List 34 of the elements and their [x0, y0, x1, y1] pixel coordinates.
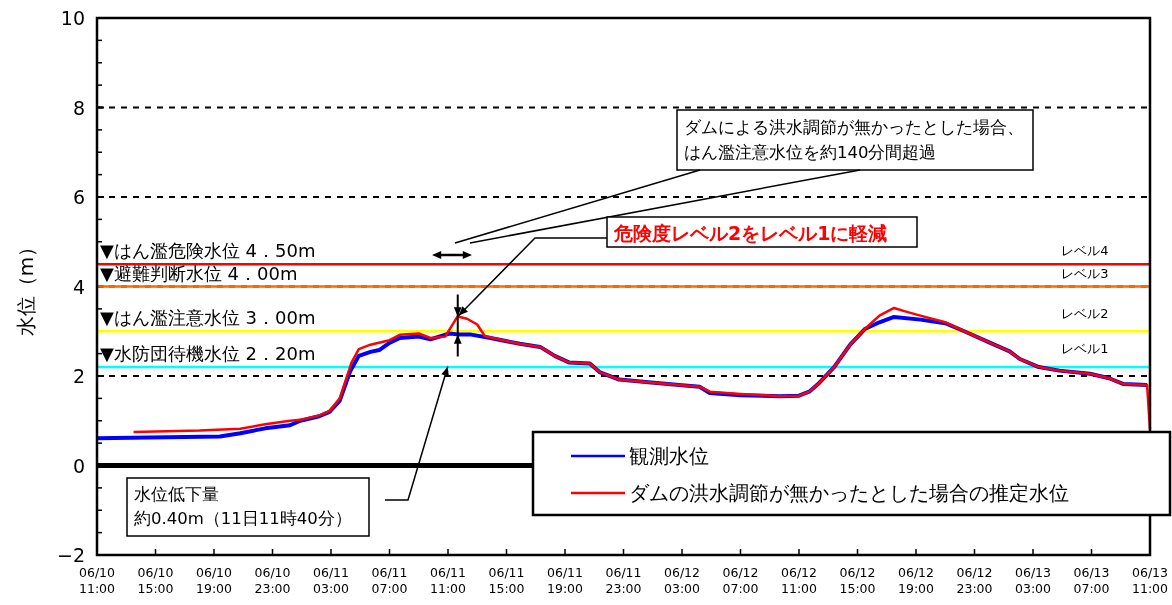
y-tick-label: 2	[72, 365, 85, 387]
x-tick-label: 06/13 11:00	[1131, 565, 1169, 596]
x-tick-label: 06/11 15:00	[488, 565, 525, 596]
x-tick-label: 06/12 23:00	[956, 565, 993, 596]
x-tick-label: 06/11 07:00	[371, 565, 408, 596]
x-tick-label: 06/13 07:00	[1073, 565, 1110, 596]
y-axis-title: 水位（m）	[14, 236, 38, 337]
annotation: 危険度レベル2をレベル1に軽減	[613, 222, 888, 244]
x-tick-label: 06/12 03:00	[663, 565, 701, 596]
y-tick-label: −2	[56, 544, 85, 566]
legend-label: ダムの洪水調節が無かったとした場合の推定水位	[629, 481, 1069, 505]
x-tick-label: 06/12 15:00	[839, 565, 876, 596]
y-tick-label: 4	[72, 275, 85, 298]
y-tick-label: 10	[60, 7, 85, 29]
y-tick-label: 6	[72, 186, 85, 208]
x-tick-label: 06/13 03:00	[1014, 565, 1052, 596]
x-tick-label: 06/10 19:00	[195, 565, 233, 596]
x-tick-label: 06/11 19:00	[546, 565, 584, 596]
x-tick-label: 06/11 23:00	[605, 565, 642, 596]
x-tick-label: 06/12 07:00	[722, 565, 759, 596]
ref-line-label: ▼避難判断水位 4．00m	[100, 262, 298, 284]
x-tick-label: 06/11 11:00	[429, 565, 467, 596]
ref-line-label: ▼水防団待機水位 2．20m	[100, 343, 316, 365]
ref-line-label: ▼はん濫注意水位 3．00m	[100, 307, 316, 329]
legend-label: 観測水位	[629, 444, 709, 468]
y-tick-label: 8	[72, 96, 85, 119]
x-tick-label: 06/11 03:00	[312, 565, 350, 596]
x-tick-label: 06/10 23:00	[254, 565, 291, 596]
x-tick-label: 06/12 11:00	[780, 565, 818, 596]
x-tick-label: 06/10 15:00	[137, 565, 174, 596]
x-tick-label: 06/10 11:00	[78, 565, 116, 596]
x-tick-label: 06/12 19:00	[897, 565, 935, 596]
y-tick-label: 0	[72, 454, 85, 477]
ref-line-label: ▼はん濫危険水位 4．50m	[100, 240, 316, 262]
